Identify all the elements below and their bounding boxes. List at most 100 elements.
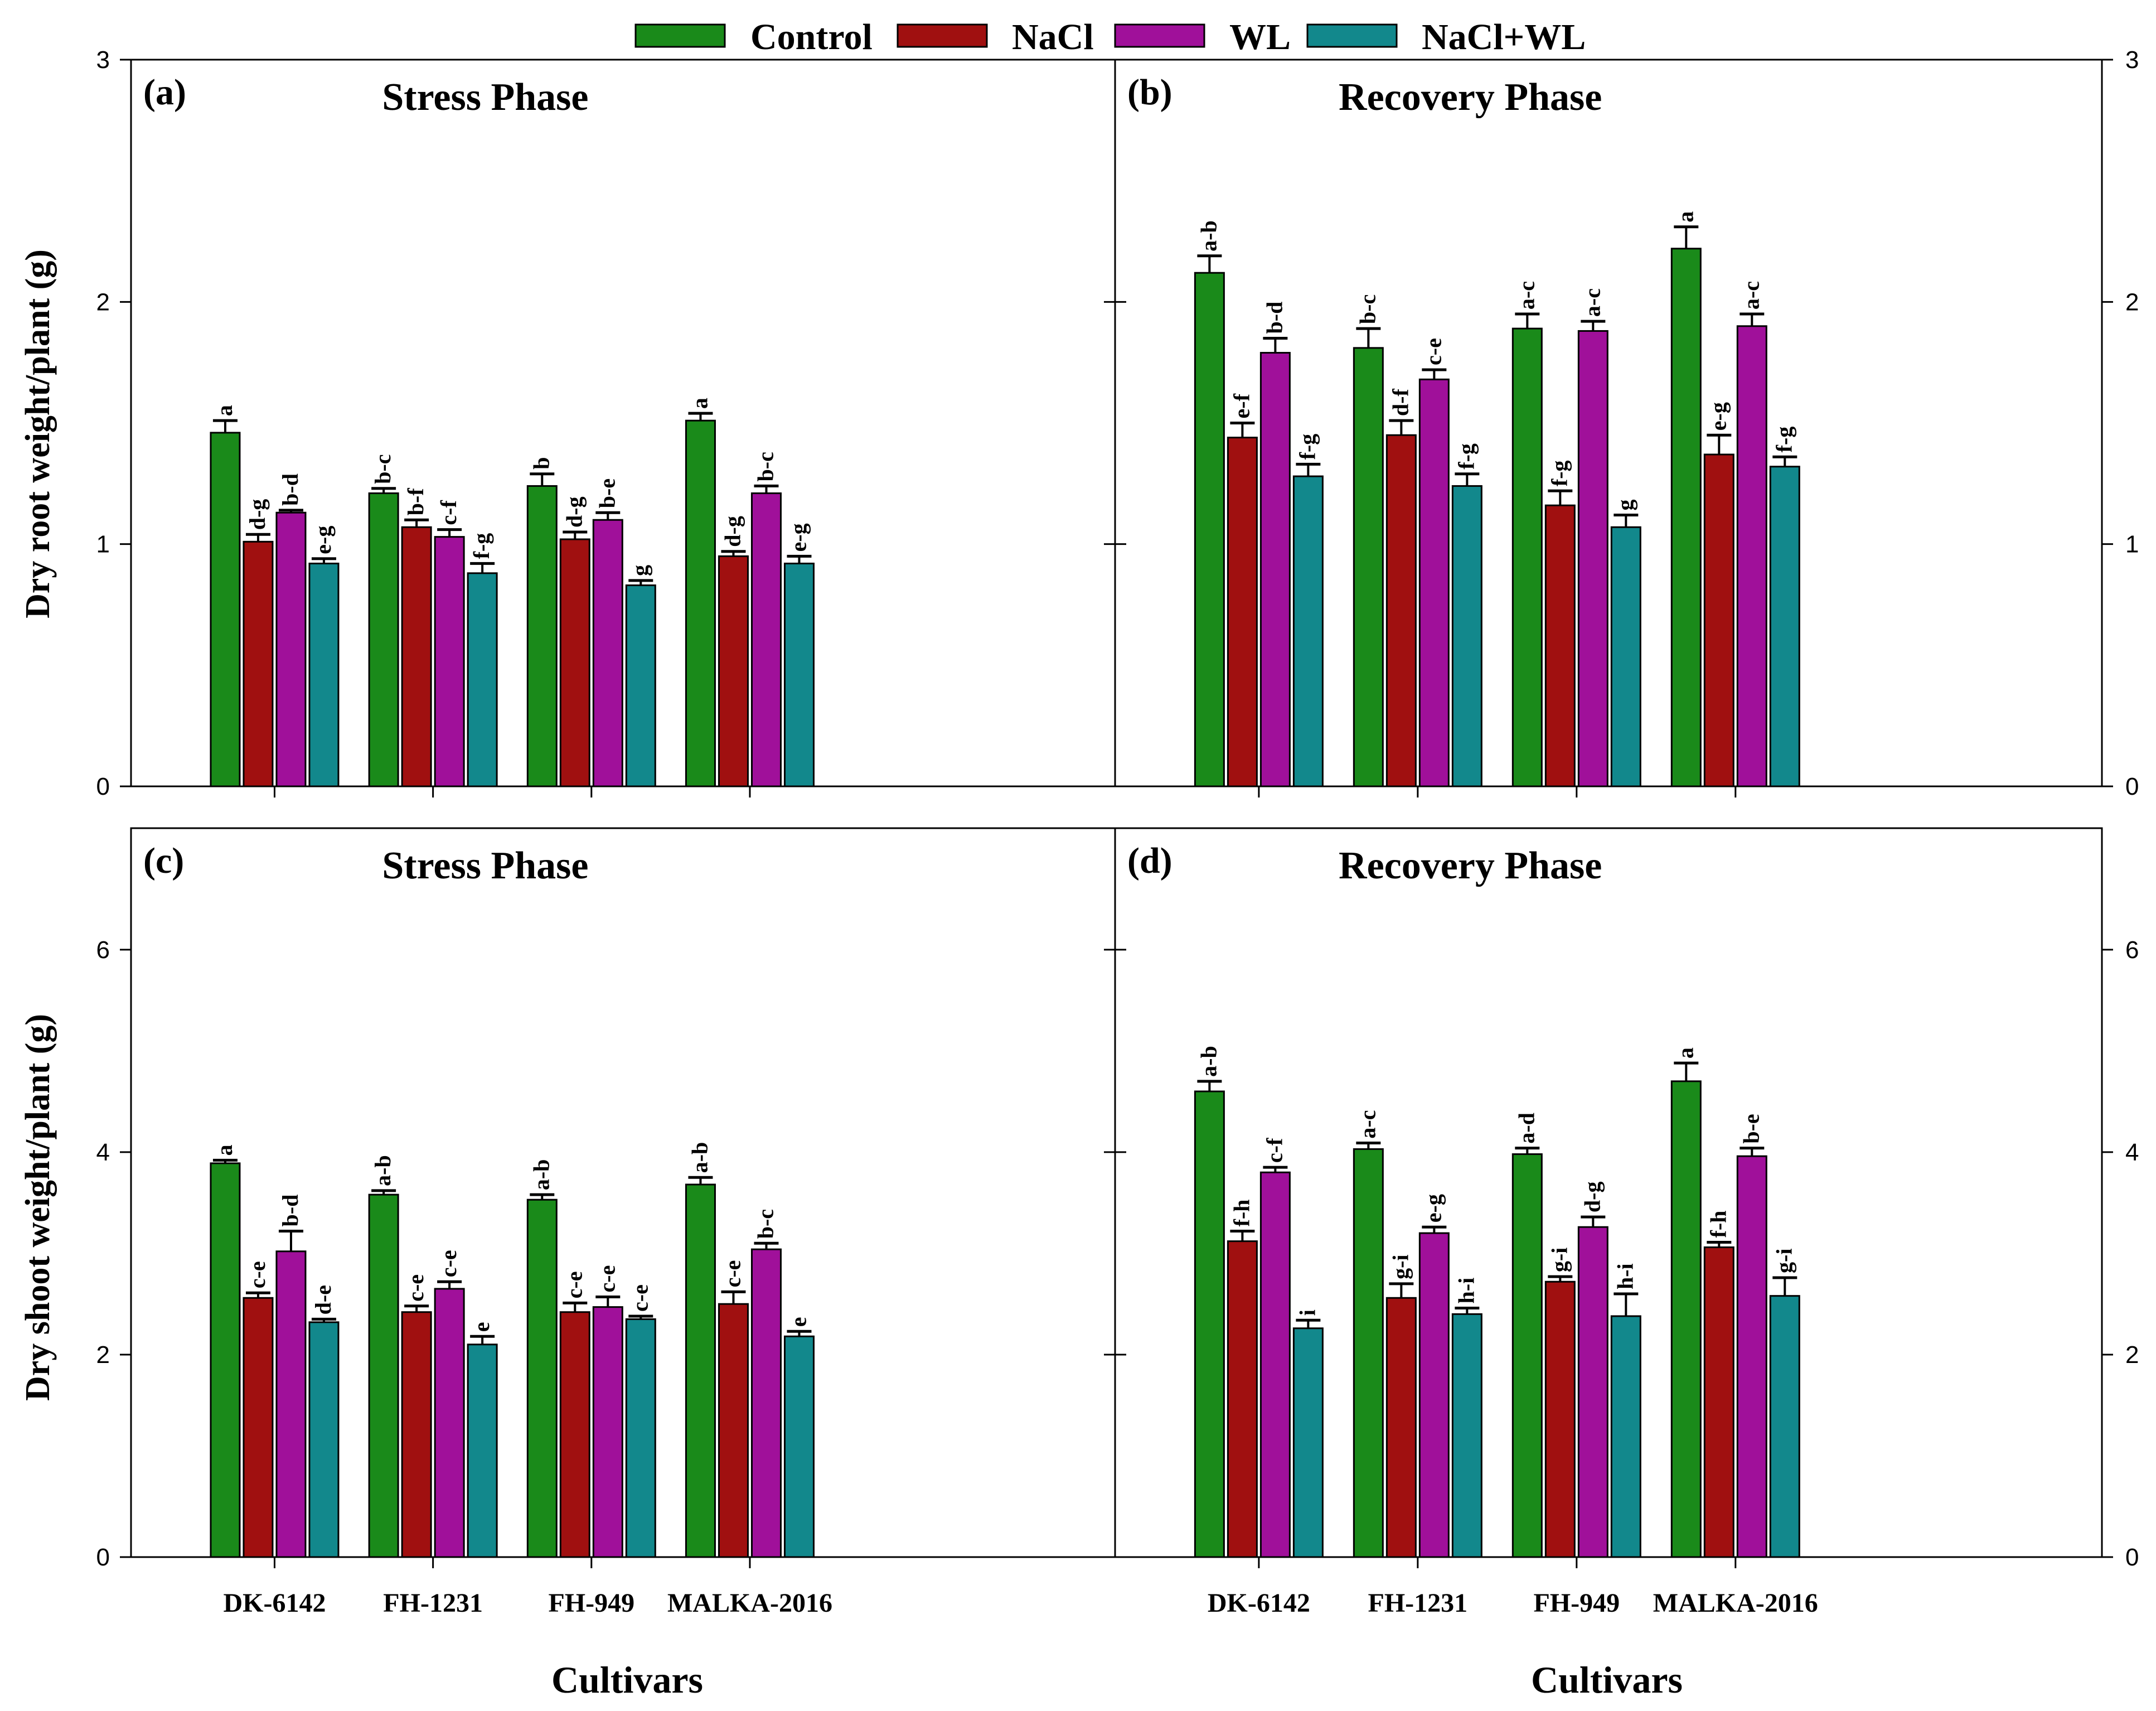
significance-label: g (627, 565, 652, 576)
bar-nacl-fh-1231 (401, 1311, 432, 1558)
significance-label: c-e (245, 1261, 270, 1288)
bar-nacl-wl-malka-2016 (783, 562, 815, 787)
significance-label: c-e (1421, 338, 1446, 365)
x-tick-label-dk-6142: DK-6142 (223, 1588, 326, 1618)
bar-nacl-wl-fh-949 (1610, 1315, 1641, 1558)
bar-wl-malka-2016 (750, 492, 782, 787)
bar-wl-fh-949 (1577, 1226, 1608, 1558)
bar-nacl-wl-fh-949 (625, 1318, 656, 1558)
significance-label: c-e (594, 1265, 619, 1293)
panel-tag: (d) (1127, 840, 1173, 881)
significance-label: f-g (1771, 427, 1796, 453)
bar-wl-fh-1231 (434, 536, 465, 787)
panel-title: Recovery Phase (1339, 844, 1602, 887)
significance-label: a-d (1514, 1113, 1539, 1144)
bar-control-fh-1231 (1353, 347, 1384, 787)
bar-control-dk-6142 (1194, 1090, 1225, 1558)
significance-label: b-f (403, 488, 428, 516)
significance-label: f-g (1547, 460, 1572, 486)
significance-label: g-i (1388, 1254, 1413, 1279)
significance-label: e-g (311, 526, 336, 554)
bar-nacl-wl-dk-6142 (308, 1321, 340, 1558)
significance-label: a-c (1355, 1110, 1380, 1138)
significance-label: c-e (436, 1250, 461, 1277)
bar-nacl-fh-949 (1544, 504, 1576, 787)
significance-label: c-e (403, 1274, 428, 1302)
significance-label: f-h (1706, 1211, 1731, 1238)
significance-label: a-b (1196, 220, 1221, 252)
y-tick-label: 4 (2125, 1139, 2139, 1166)
x-tick-label-fh-949: FH-949 (548, 1588, 634, 1618)
bar-nacl-wl-fh-1231 (1451, 1313, 1482, 1558)
significance-label: c-e (627, 1284, 652, 1312)
legend-label-control: Control (750, 17, 873, 57)
x-tick-label-malka-2016: MALKA-2016 (667, 1588, 832, 1618)
significance-label: e (469, 1322, 494, 1332)
significance-label: a-c (1514, 281, 1539, 310)
significance-label: h-i (1612, 1263, 1637, 1289)
bar-nacl-wl-fh-949 (625, 584, 656, 787)
legend-swatch-nacl (897, 23, 988, 48)
significance-label: c-e (561, 1272, 587, 1299)
x-tick-label-fh-1231: FH-1231 (383, 1588, 483, 1618)
y-tick-label: 2 (96, 288, 110, 316)
bar-control-fh-949 (1511, 1153, 1543, 1558)
bar-control-malka-2016 (685, 1183, 716, 1558)
significance-label: b-d (1262, 302, 1287, 334)
bar-nacl-fh-1231 (1385, 1297, 1417, 1558)
bar-control-fh-949 (526, 485, 558, 787)
bar-wl-fh-1231 (1418, 1232, 1450, 1558)
bar-control-fh-1231 (368, 1193, 399, 1558)
significance-label: a (687, 398, 712, 409)
bar-nacl-wl-fh-1231 (467, 572, 498, 787)
bar-nacl-fh-949 (559, 538, 590, 787)
significance-label: c-e (720, 1260, 745, 1288)
significance-label: f-g (1454, 443, 1479, 470)
significance-label: a-b (1196, 1046, 1221, 1077)
significance-label: f-g (469, 533, 494, 559)
y-axis-title-shoot: Dry shoot weight/plant (g) (19, 1014, 57, 1401)
significance-label: a-c (1738, 281, 1763, 310)
bar-nacl-wl-fh-1231 (467, 1343, 498, 1558)
panel-c: 0 2 4 6 (c) Stress Phase DK-6142 a c-e b-d d-e FH-1… (96, 827, 1116, 1618)
y-tick-label: 4 (96, 1139, 110, 1166)
panel-title: Stress Phase (382, 844, 588, 887)
legend-swatch-control (634, 23, 726, 48)
legend-swatch-nacl-wl (1306, 23, 1398, 48)
bar-nacl-malka-2016 (1703, 453, 1735, 787)
significance-label: h-i (1454, 1278, 1479, 1304)
significance-label: a-c (1580, 288, 1605, 317)
significance-label: e-g (1706, 402, 1731, 431)
bar-control-fh-949 (526, 1198, 558, 1558)
y-tick-label: 3 (96, 46, 110, 74)
bar-wl-fh-1231 (1418, 378, 1450, 787)
bar-nacl-malka-2016 (718, 1303, 749, 1558)
significance-label: g (1612, 500, 1637, 511)
significance-label: g-i (1771, 1249, 1796, 1273)
panel-frame (1114, 827, 2103, 1558)
bar-control-malka-2016 (685, 419, 716, 787)
y-tick-label: 3 (2125, 46, 2139, 74)
y-tick-label: 1 (2125, 531, 2139, 558)
legend-label-nacl-wl: NaCl+WL (1422, 17, 1586, 57)
bar-nacl-wl-malka-2016 (1769, 466, 1800, 787)
bar-nacl-fh-949 (1544, 1280, 1576, 1558)
significance-label: b-e (594, 478, 619, 508)
significance-label: b (529, 457, 554, 469)
significance-label: a (1673, 211, 1698, 223)
significance-label: g-i (1547, 1248, 1572, 1272)
x-tick-label-malka-2016: MALKA-2016 (1653, 1588, 1818, 1618)
y-tick-label: 6 (96, 936, 110, 964)
bar-wl-malka-2016 (750, 1248, 782, 1558)
bar-wl-fh-949 (592, 1306, 623, 1558)
y-tick-label: 0 (2125, 1544, 2139, 1571)
significance-label: f-g (1295, 434, 1320, 460)
significance-label: b-d (278, 473, 303, 506)
legend-swatch-wl (1114, 23, 1205, 48)
bar-control-dk-6142 (210, 432, 241, 787)
y-tick-label: 6 (2125, 936, 2139, 964)
bar-wl-fh-949 (592, 519, 623, 787)
bar-control-dk-6142 (210, 1162, 241, 1558)
x-tick-label-fh-1231: FH-1231 (1368, 1588, 1468, 1618)
